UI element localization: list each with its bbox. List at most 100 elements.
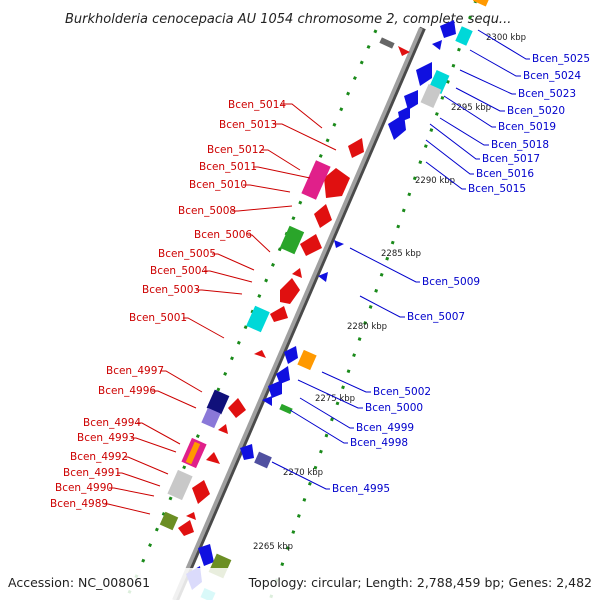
reverse-strand-genes	[186, 0, 490, 600]
leader-4995	[271, 461, 330, 490]
backbone-line	[172, 27, 423, 600]
gene-arrow-4996	[228, 398, 246, 418]
gene-box-5019	[420, 84, 442, 108]
accession-text: Accession: NC_008061	[8, 575, 150, 590]
leader-5004	[204, 270, 253, 283]
leader-4991	[117, 472, 161, 487]
gene-block-4997	[206, 389, 230, 415]
gene-box-5024	[379, 37, 395, 49]
gene-arrow-5001a	[270, 306, 288, 322]
gene-arrow-5008	[300, 234, 322, 256]
label-4994: Bcen_4994	[83, 417, 141, 429]
left-gene-labels: Bcen_5014 Bcen_5013 Bcen_5012 Bcen_5011 …	[50, 99, 286, 510]
gene-arrow-5004	[280, 278, 300, 304]
gene-arrow-5025	[398, 46, 410, 56]
leader-5011	[253, 166, 311, 179]
leader-5017	[429, 123, 480, 160]
label-5020: Bcen_5020	[507, 105, 565, 117]
label-5024: Bcen_5024	[523, 70, 581, 82]
leader-5008	[232, 205, 293, 212]
leader-5013	[273, 123, 337, 151]
leader-4992	[124, 456, 169, 475]
label-5015: Bcen_5015	[468, 183, 526, 195]
label-4995: Bcen_4995	[332, 483, 390, 495]
leader-5012	[261, 149, 301, 171]
leader-5002	[321, 371, 371, 393]
leader-4990	[109, 487, 155, 497]
gene-box-5002	[297, 349, 317, 371]
label-4997: Bcen_4997	[106, 365, 164, 377]
tick-2280: 2280 kbp	[347, 322, 387, 332]
gene-arrow-4994	[218, 424, 228, 434]
gene-arrow-5010	[314, 204, 332, 228]
gene-arrow-5025r	[440, 20, 456, 38]
leader-4993	[131, 437, 177, 453]
tick-2300: 2300 kbp	[486, 33, 526, 43]
gene-arrow-5012	[324, 168, 350, 198]
tick-2275: 2275 kbp	[315, 394, 355, 404]
gene-arrow-bot-1	[198, 544, 214, 566]
tick-2270: 2270 kbp	[283, 468, 323, 478]
leader-5018	[439, 117, 489, 146]
label-5007: Bcen_5007	[407, 311, 465, 323]
label-5018: Bcen_5018	[491, 139, 549, 151]
leader-5010	[243, 184, 291, 193]
kbp-ticks: 2300 kbp 2295 kbp 2290 kbp 2285 kbp 2280…	[253, 33, 526, 552]
gene-arrow-4998r	[262, 396, 272, 406]
label-5014: Bcen_5014	[228, 99, 286, 111]
gene-block-5003	[246, 305, 270, 333]
tick-2290: 2290 kbp	[415, 176, 455, 186]
gene-box-4998	[279, 403, 293, 415]
genome-summary-text: Topology: circular; Length: 2,788,459 bp…	[248, 575, 592, 590]
leader-4994	[137, 422, 181, 445]
leader-5001	[183, 317, 225, 339]
leader-5020	[455, 87, 505, 112]
footer-backdrop	[0, 568, 600, 600]
label-5023: Bcen_5023	[518, 88, 576, 100]
leader-5000	[297, 379, 363, 409]
leader-5015	[425, 161, 466, 190]
gene-block-5006	[279, 225, 305, 255]
gene-arrow-5024r	[432, 40, 442, 50]
leader-5016	[425, 139, 474, 175]
leader-4998	[289, 409, 348, 444]
label-5025: Bcen_5025	[532, 53, 590, 65]
gene-arrow-5001b	[254, 350, 266, 358]
gene-arrow-4999r	[268, 380, 282, 398]
leader-5025	[477, 29, 530, 60]
inner-dotted-track	[124, 29, 378, 600]
label-4993: Bcen_4993	[77, 432, 135, 444]
tick-2265: 2265 kbp	[253, 542, 293, 552]
label-4991: Bcen_4991	[63, 467, 121, 479]
gene-arrow-4989b	[178, 520, 194, 536]
leader-5019	[443, 95, 496, 128]
gene-arrow-5015r	[388, 114, 406, 140]
gene-box-5025	[455, 26, 473, 46]
gene-arrow-4989a	[186, 512, 196, 520]
gene-block-4996	[201, 407, 221, 429]
leader-4989	[104, 503, 151, 515]
gene-arrow-5000r	[276, 366, 290, 384]
right-gene-labels: Bcen_5025 Bcen_5024 Bcen_5023 Bcen_5020 …	[332, 53, 590, 495]
label-5019: Bcen_5019	[498, 121, 556, 133]
outer-dotted-track	[268, 0, 478, 600]
label-4989: Bcen_4989	[50, 498, 108, 510]
label-5005: Bcen_5005	[158, 248, 216, 260]
label-5010: Bcen_5010	[189, 179, 247, 191]
gene-block-4991	[167, 469, 193, 501]
label-5006: Bcen_5006	[194, 229, 252, 241]
label-5011: Bcen_5011	[199, 161, 257, 173]
leader-5009	[349, 247, 420, 283]
label-4992: Bcen_4992	[70, 451, 128, 463]
label-5004: Bcen_5004	[150, 265, 208, 277]
gene-arrow-4992	[206, 452, 220, 464]
leader-5003	[196, 289, 243, 295]
gene-box-top-orange	[472, 0, 490, 7]
right-leader-lines	[271, 29, 530, 490]
gene-block-4993b	[185, 441, 201, 465]
label-5013: Bcen_5013	[219, 119, 277, 131]
label-4998: Bcen_4998	[350, 437, 408, 449]
tick-2295: 2295 kbp	[451, 103, 491, 113]
label-5012: Bcen_5012	[207, 144, 265, 156]
